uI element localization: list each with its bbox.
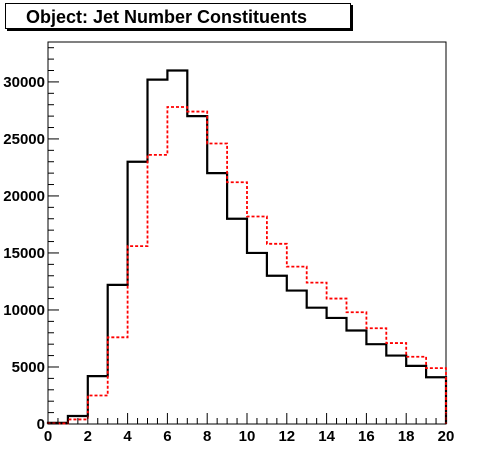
y-tick-label: 20000 — [3, 188, 45, 205]
x-tick-label: 4 — [123, 428, 132, 445]
x-axis: 0 2 4 6 8 10 12 14 16 18 20 — [44, 413, 455, 445]
chart-title: Object: Jet Number Constituents — [26, 7, 308, 27]
x-tick-label: 8 — [203, 428, 211, 445]
series-0-line — [46, 69, 448, 424]
x-tick-label: 6 — [163, 428, 171, 445]
y-tick-label: 15000 — [3, 245, 45, 262]
x-tick-label: 0 — [44, 428, 52, 445]
x-tick-label: 14 — [318, 428, 335, 445]
y-tick-label: 0 — [37, 416, 45, 433]
series-1-line — [47, 106, 447, 425]
chart-title-box: Object: Jet Number Constituents — [5, 3, 351, 29]
y-tick-label: 25000 — [3, 131, 45, 148]
x-tick-label: 20 — [438, 428, 455, 445]
x-tick-label: 2 — [84, 428, 92, 445]
x-tick-label: 16 — [358, 428, 375, 445]
series-layer — [46, 69, 448, 425]
x-tick-label: 18 — [398, 428, 415, 445]
y-tick-label: 30000 — [3, 74, 45, 91]
x-tick-label: 10 — [239, 428, 256, 445]
y-axis: 0 5000 10000 15000 20000 25000 30000 — [3, 47, 59, 433]
y-tick-label: 10000 — [3, 302, 45, 319]
y-tick-label: 5000 — [12, 359, 45, 376]
x-tick-label: 12 — [278, 428, 295, 445]
